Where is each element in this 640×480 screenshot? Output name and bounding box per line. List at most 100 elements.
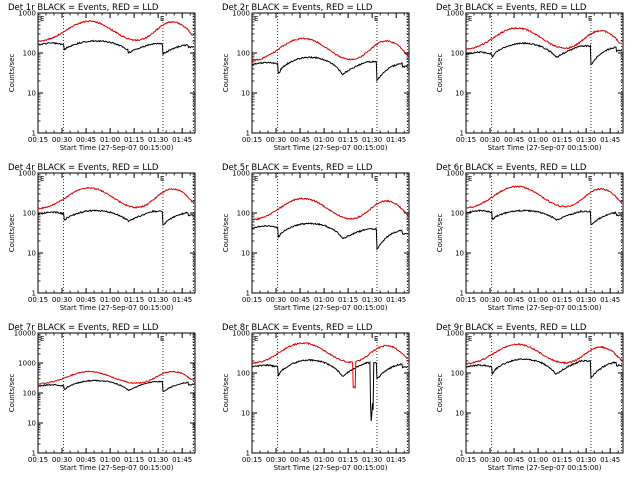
y-tick-label: 100 — [451, 210, 464, 218]
panel-1: Det 1r BLACK = Events, RED = LLD 1 10 100 10… — [8, 3, 196, 152]
x-tick-label: 01:00 — [528, 456, 548, 464]
plot-frame — [251, 172, 410, 294]
x-tick-label: 00:15 — [28, 296, 48, 304]
x-tick-label: 01:45 — [600, 136, 620, 144]
y-tick-label: 1000 — [232, 330, 250, 338]
y-tick-label: 10 — [455, 410, 464, 418]
lld-series-line — [251, 341, 409, 389]
y-tick-label: 100 — [237, 210, 250, 218]
top-marker-left: E — [468, 335, 472, 343]
x-tick-label: 00:30 — [52, 456, 72, 464]
x-tick-label: 01:00 — [528, 296, 548, 304]
x-tick-label: 01:45 — [386, 296, 406, 304]
y-tick-label: 10 — [27, 420, 36, 428]
x-tick-label: 00:15 — [456, 136, 476, 144]
y-tick-label: 10 — [455, 250, 464, 258]
x-tick-label: 01:00 — [314, 456, 334, 464]
x-tick-label: 01:15 — [552, 296, 572, 304]
x-tick-label: 00:45 — [76, 456, 96, 464]
panel-title: Det 8r BLACK = Events, RED = LLD — [222, 323, 373, 333]
x-tick-label: 01:00 — [314, 296, 334, 304]
y-tick-label: 1 — [32, 130, 36, 138]
x-tick-label: 01:30 — [148, 136, 168, 144]
panel-8: Det 8r BLACK = Events, RED = LLD 1 10 100 10… — [222, 323, 410, 472]
y-tick-label: 1 — [460, 290, 464, 298]
y-tick-label: 1000 — [18, 10, 36, 18]
y-tick-label: 10 — [455, 90, 464, 98]
y-tick-label: 100 — [23, 210, 36, 218]
panel-2: Det 2r BLACK = Events, RED = LLD 1 10 100 10… — [222, 3, 410, 152]
x-axis-label: Start Time (27-Sep-07 00:15:00) — [488, 304, 602, 312]
x-tick-label: 01:45 — [172, 296, 192, 304]
x-tick-label: 01:30 — [362, 136, 382, 144]
top-marker-left: E — [254, 335, 258, 343]
y-tick-label: 100 — [451, 370, 464, 378]
events-series-line — [251, 222, 408, 251]
x-tick-label: 01:15 — [552, 456, 572, 464]
panel-title: Det 1r BLACK = Events, RED = LLD — [8, 3, 159, 13]
x-tick-label: 01:30 — [148, 296, 168, 304]
y-axis-label: Counts/sec — [436, 214, 444, 253]
x-tick-label: 00:30 — [480, 136, 500, 144]
events-series-line — [465, 358, 623, 379]
y-tick-label: 10 — [241, 410, 250, 418]
x-tick-label: 00:15 — [456, 296, 476, 304]
y-axis-label: Counts/sec — [222, 374, 230, 413]
y-tick-label: 1000 — [18, 170, 36, 178]
x-tick-label: 01:00 — [100, 136, 120, 144]
x-tick-label: 01:15 — [338, 136, 358, 144]
y-tick-label: 10 — [241, 90, 250, 98]
x-tick-label: 00:30 — [52, 136, 72, 144]
x-tick-label: 00:30 — [266, 296, 286, 304]
x-tick-label: 00:45 — [290, 296, 310, 304]
x-tick-label: 00:15 — [28, 456, 48, 464]
y-tick-label: 1000 — [232, 170, 250, 178]
x-axis-label: Start Time (27-Sep-07 00:15:00) — [60, 464, 174, 472]
y-tick-label: 1000 — [446, 10, 464, 18]
top-marker-right: E — [588, 15, 592, 23]
x-tick-label: 01:15 — [124, 136, 144, 144]
x-tick-label: 00:45 — [290, 136, 310, 144]
events-series-line — [251, 359, 408, 422]
panel-4: Det 4r BLACK = Events, RED = LLD 1 10 100 10… — [8, 163, 196, 312]
panel-title: Det 9r BLACK = Events, RED = LLD — [436, 323, 587, 333]
x-tick-label: 00:45 — [504, 136, 524, 144]
events-series-line — [37, 39, 194, 55]
events-series-line — [251, 55, 409, 83]
x-tick-label: 01:15 — [338, 296, 358, 304]
plot-frame — [465, 12, 624, 134]
y-tick-label: 1 — [460, 450, 464, 458]
plot-frame — [37, 172, 196, 294]
x-tick-label: 01:30 — [148, 456, 168, 464]
top-marker-left: E — [40, 15, 44, 23]
y-axis-label: Counts/sec — [8, 374, 16, 413]
y-tick-label: 100 — [451, 50, 464, 58]
x-tick-label: 00:30 — [480, 296, 500, 304]
y-tick-label: 100 — [23, 390, 36, 398]
x-tick-label: 01:00 — [100, 456, 120, 464]
y-axis-label: Counts/sec — [8, 54, 16, 93]
x-axis-label: Start Time (27-Sep-07 00:15:00) — [488, 464, 602, 472]
lld-series-line — [37, 20, 194, 43]
y-axis-label: Counts/sec — [222, 54, 230, 93]
x-tick-label: 00:30 — [266, 456, 286, 464]
x-axis-label: Start Time (27-Sep-07 00:15:00) — [274, 144, 388, 152]
y-tick-label: 1000 — [232, 10, 250, 18]
x-tick-label: 01:45 — [386, 136, 406, 144]
panel-9: Det 9r BLACK = Events, RED = LLD 1 10 100 10… — [436, 323, 624, 472]
x-tick-label: 01:45 — [172, 136, 192, 144]
x-tick-label: 00:15 — [456, 456, 476, 464]
plot-frame — [251, 332, 410, 454]
x-tick-label: 01:15 — [338, 456, 358, 464]
x-tick-label: 01:30 — [576, 296, 596, 304]
panel-title: Det 2r BLACK = Events, RED = LLD — [222, 3, 373, 13]
lld-series-line — [465, 26, 623, 50]
top-marker-right: E — [588, 175, 592, 183]
x-tick-label: 00:45 — [76, 296, 96, 304]
top-marker-left: E — [254, 175, 258, 183]
y-tick-label: 10 — [27, 90, 36, 98]
y-tick-label: 100 — [237, 50, 250, 58]
y-axis-label: Counts/sec — [436, 374, 444, 413]
x-tick-label: 00:45 — [290, 456, 310, 464]
